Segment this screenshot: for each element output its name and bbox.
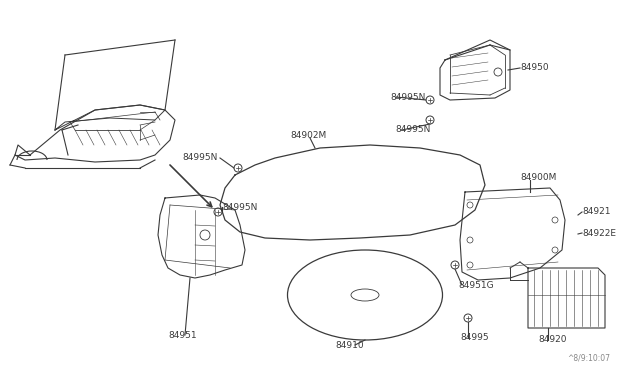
Text: 84902M: 84902M: [290, 131, 326, 141]
Text: 84900M: 84900M: [520, 173, 556, 183]
Text: 84995N: 84995N: [182, 154, 218, 163]
Text: 84921: 84921: [582, 208, 611, 217]
Text: 84951: 84951: [168, 330, 196, 340]
Text: 84910: 84910: [335, 340, 364, 350]
Text: ^8/9:10:07: ^8/9:10:07: [567, 353, 610, 362]
Text: 84995N: 84995N: [395, 125, 430, 135]
Text: 84950: 84950: [520, 64, 548, 73]
Text: 84995N: 84995N: [222, 202, 257, 212]
Text: 84920: 84920: [538, 336, 566, 344]
Text: 84951G: 84951G: [458, 280, 493, 289]
Text: 84995N: 84995N: [390, 93, 426, 102]
Text: 84922E: 84922E: [582, 228, 616, 237]
Text: 84995: 84995: [460, 334, 488, 343]
